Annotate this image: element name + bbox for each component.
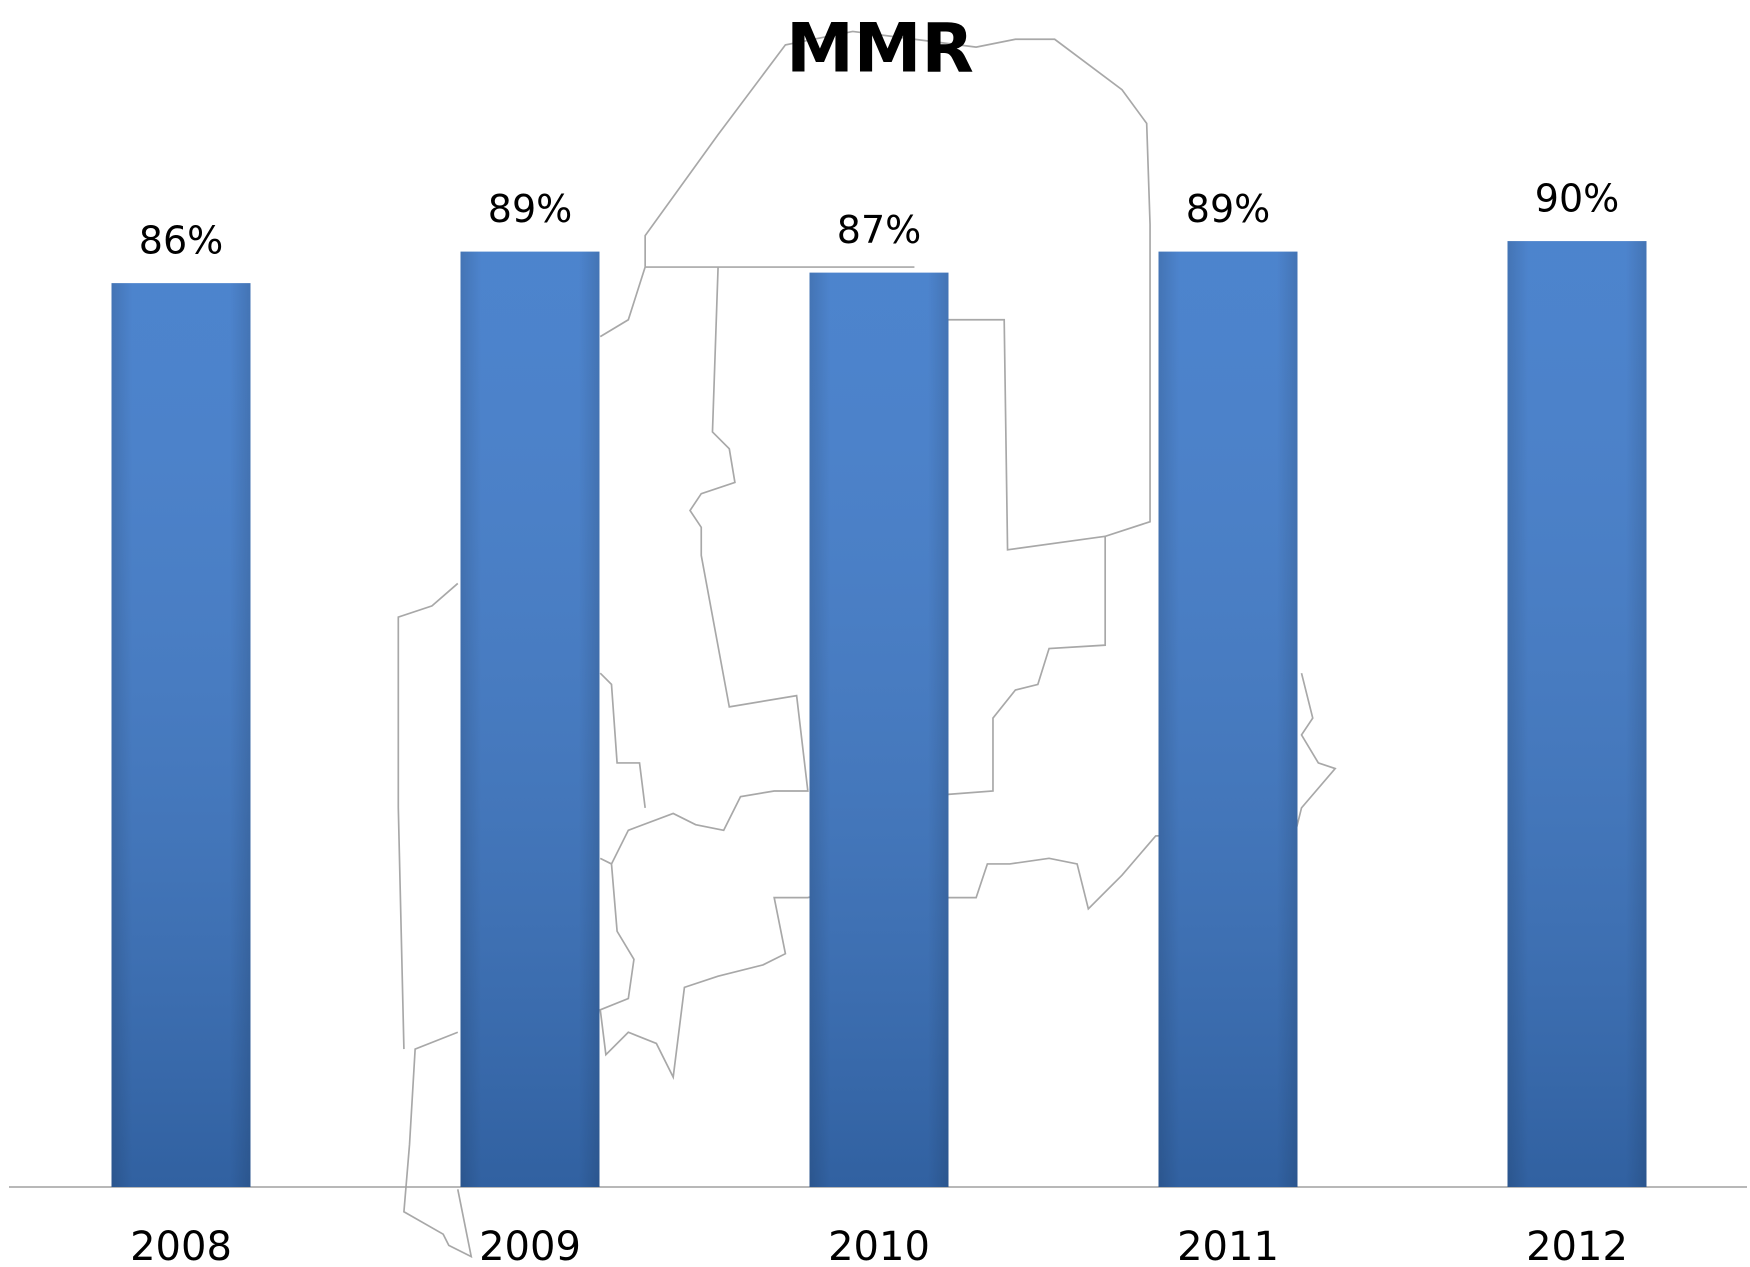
bar xyxy=(111,283,251,1187)
bar xyxy=(1158,251,1298,1188)
x-tick-label: 2008 xyxy=(130,1224,232,1267)
x-tick-label: 2011 xyxy=(1177,1224,1279,1267)
value-label: 87% xyxy=(837,208,921,252)
x-tick-label: 2012 xyxy=(1526,1224,1628,1267)
value-label: 89% xyxy=(1186,187,1270,231)
x-tick-label: 2010 xyxy=(828,1224,930,1267)
bar xyxy=(460,251,600,1188)
value-label: 89% xyxy=(488,187,572,231)
bar xyxy=(809,272,949,1187)
value-label: 90% xyxy=(1535,177,1619,221)
value-label: 86% xyxy=(139,219,223,263)
x-tick-label: 2009 xyxy=(479,1224,581,1267)
chart-title: MMR xyxy=(786,10,974,89)
bar xyxy=(1507,241,1647,1188)
